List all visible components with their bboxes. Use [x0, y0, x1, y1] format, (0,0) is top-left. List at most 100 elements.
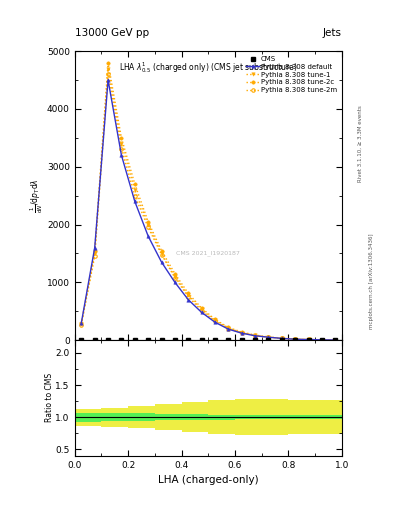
Text: Rivet 3.1.10, ≥ 3.3M events: Rivet 3.1.10, ≥ 3.3M events: [358, 105, 363, 182]
Pythia 8.308 tune-2c: [132, 181, 137, 187]
Pythia 8.308 tune-1: [199, 306, 204, 312]
Pythia 8.308 tune-1: [239, 330, 244, 336]
Text: 13000 GeV pp: 13000 GeV pp: [75, 28, 149, 38]
Pythia 8.308 tune-2m: [266, 334, 271, 340]
X-axis label: LHA (charged-only): LHA (charged-only): [158, 475, 259, 485]
Pythia 8.308 tune-2c: [146, 219, 151, 225]
CMS: [79, 337, 84, 343]
Y-axis label: Ratio to CMS: Ratio to CMS: [45, 373, 54, 422]
Pythia 8.308 tune-2c: [306, 336, 311, 343]
Pythia 8.308 default: [253, 333, 257, 339]
Pythia 8.308 tune-1: [306, 336, 311, 343]
Pythia 8.308 tune-2m: [186, 294, 191, 300]
Pythia 8.308 tune-2m: [199, 308, 204, 314]
Pythia 8.308 default: [159, 259, 164, 265]
CMS: [92, 337, 97, 343]
Pythia 8.308 tune-1: [266, 334, 271, 340]
CMS: [306, 337, 311, 343]
CMS: [253, 337, 257, 343]
Pythia 8.308 tune-2c: [92, 247, 97, 253]
Pythia 8.308 tune-2m: [79, 322, 84, 328]
CMS: [132, 337, 137, 343]
Pythia 8.308 default: [79, 319, 84, 326]
Pythia 8.308 tune-1: [92, 250, 97, 257]
Pythia 8.308 tune-2m: [333, 337, 338, 343]
Pythia 8.308 tune-2m: [226, 326, 231, 332]
Pythia 8.308 tune-2c: [186, 290, 191, 296]
Pythia 8.308 default: [226, 326, 231, 332]
Line: Pythia 8.308 default: Pythia 8.308 default: [80, 78, 337, 342]
Pythia 8.308 tune-2c: [79, 321, 84, 327]
Pythia 8.308 tune-2m: [253, 332, 257, 338]
Pythia 8.308 tune-2c: [333, 337, 338, 343]
CMS: [213, 337, 217, 343]
Pythia 8.308 default: [213, 319, 217, 325]
Pythia 8.308 default: [106, 77, 110, 83]
Pythia 8.308 tune-1: [159, 250, 164, 257]
Line: Pythia 8.308 tune-2m: Pythia 8.308 tune-2m: [80, 73, 337, 342]
Pythia 8.308 default: [199, 309, 204, 315]
Pythia 8.308 tune-1: [132, 187, 137, 193]
CMS: [186, 337, 191, 343]
Pythia 8.308 tune-2m: [132, 193, 137, 199]
Pythia 8.308 default: [146, 233, 151, 239]
Pythia 8.308 default: [119, 152, 124, 158]
Pythia 8.308 default: [239, 330, 244, 336]
CMS: [199, 337, 204, 343]
CMS: [279, 337, 284, 343]
CMS: [293, 337, 298, 343]
Pythia 8.308 tune-2m: [173, 274, 177, 281]
Text: Jets: Jets: [323, 28, 342, 38]
Pythia 8.308 tune-2m: [106, 71, 110, 77]
CMS: [333, 337, 338, 343]
CMS: [146, 337, 151, 343]
CMS: [119, 337, 124, 343]
Pythia 8.308 tune-1: [226, 325, 231, 331]
Pythia 8.308 tune-1: [279, 335, 284, 342]
Pythia 8.308 tune-2c: [253, 332, 257, 338]
Text: LHA $\lambda^1_{0.5}$ (charged only) (CMS jet substructure): LHA $\lambda^1_{0.5}$ (charged only) (CM…: [119, 60, 298, 75]
CMS: [173, 337, 177, 343]
Pythia 8.308 tune-2m: [159, 251, 164, 258]
Pythia 8.308 tune-2c: [239, 329, 244, 335]
CMS: [239, 337, 244, 343]
Pythia 8.308 tune-1: [293, 336, 298, 342]
Pythia 8.308 tune-1: [333, 337, 338, 343]
Pythia 8.308 tune-2m: [239, 330, 244, 336]
Pythia 8.308 tune-1: [146, 222, 151, 228]
CMS: [159, 337, 164, 343]
Pythia 8.308 default: [266, 334, 271, 340]
Pythia 8.308 default: [186, 296, 191, 303]
Pythia 8.308 tune-1: [106, 66, 110, 72]
CMS: [266, 337, 271, 343]
Text: CMS 2021_I1920187: CMS 2021_I1920187: [176, 250, 240, 257]
Pythia 8.308 tune-2c: [106, 60, 110, 66]
Pythia 8.308 tune-2m: [306, 336, 311, 343]
Pythia 8.308 tune-1: [173, 273, 177, 280]
Pythia 8.308 tune-1: [253, 332, 257, 338]
Pythia 8.308 tune-2m: [279, 335, 284, 342]
Pythia 8.308 tune-1: [213, 317, 217, 324]
Pythia 8.308 tune-1: [79, 321, 84, 327]
Pythia 8.308 tune-1: [186, 292, 191, 298]
Pythia 8.308 tune-2m: [92, 253, 97, 260]
CMS: [320, 337, 324, 343]
Pythia 8.308 tune-2c: [266, 334, 271, 340]
Legend: CMS, Pythia 8.308 default, Pythia 8.308 tune-1, Pythia 8.308 tune-2c, Pythia 8.3: CMS, Pythia 8.308 default, Pythia 8.308 …: [245, 55, 338, 94]
Pythia 8.308 tune-2m: [213, 318, 217, 325]
Pythia 8.308 default: [132, 198, 137, 204]
Pythia 8.308 tune-2c: [173, 270, 177, 276]
Pythia 8.308 tune-2m: [320, 337, 324, 343]
Pythia 8.308 default: [92, 245, 97, 251]
Pythia 8.308 default: [293, 336, 298, 343]
Pythia 8.308 tune-2c: [119, 135, 124, 141]
Text: mcplots.cern.ch [arXiv:1306.3436]: mcplots.cern.ch [arXiv:1306.3436]: [369, 234, 375, 329]
Pythia 8.308 default: [306, 336, 311, 343]
Pythia 8.308 default: [320, 337, 324, 343]
Pythia 8.308 tune-2c: [320, 337, 324, 343]
Pythia 8.308 default: [279, 335, 284, 342]
Pythia 8.308 tune-1: [119, 141, 124, 147]
Line: CMS: CMS: [80, 338, 337, 342]
Pythia 8.308 tune-2c: [293, 336, 298, 342]
Pythia 8.308 tune-2m: [119, 146, 124, 153]
